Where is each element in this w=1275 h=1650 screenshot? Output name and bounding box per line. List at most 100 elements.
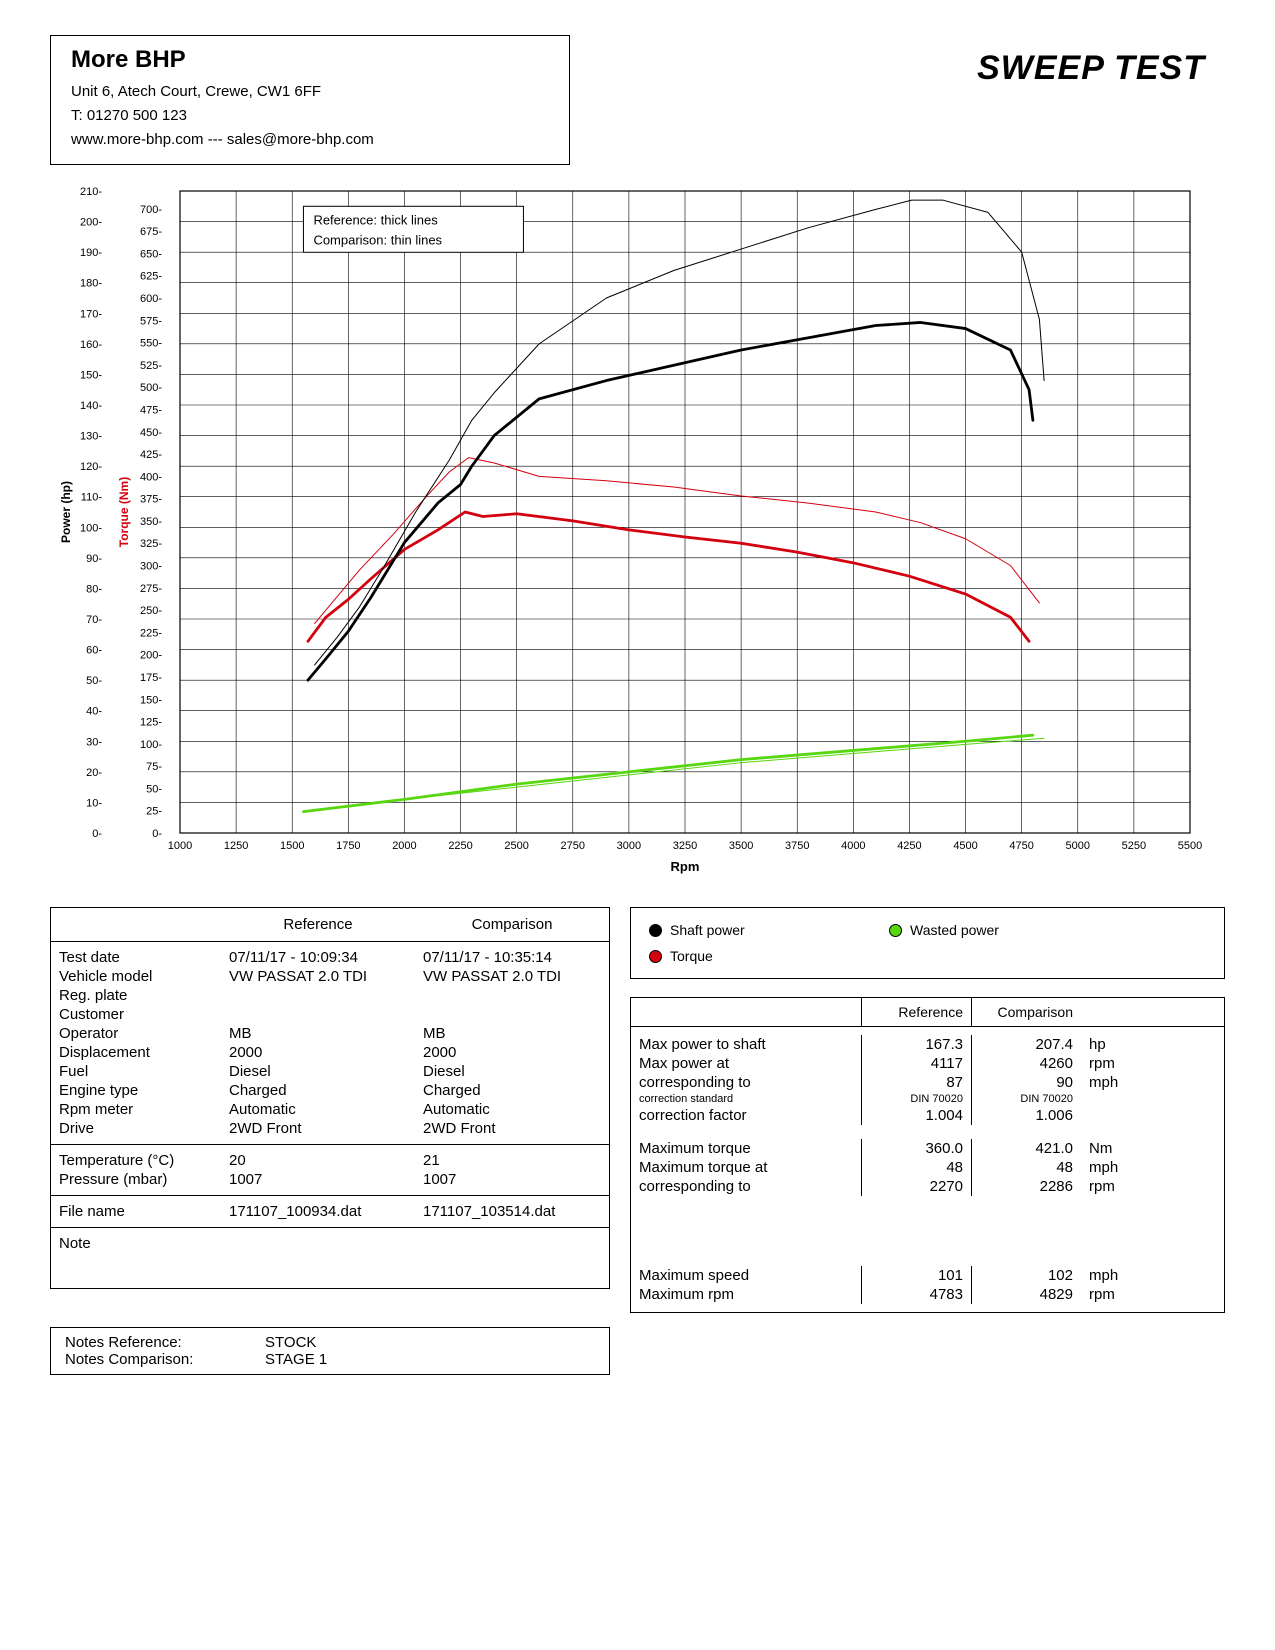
col-comparison: Comparison [971, 998, 1081, 1026]
table-row: Maximum torque360.0421.0Nm [631, 1139, 1224, 1158]
svg-text:475-: 475- [140, 404, 162, 416]
legend-label: Wasted power [910, 922, 999, 938]
svg-text:4000: 4000 [841, 840, 865, 852]
table-row: corresponding to22702286rpm [631, 1177, 1224, 1196]
svg-text:450-: 450- [140, 427, 162, 439]
title-box: SWEEP TEST [977, 35, 1225, 88]
table-row: Customer [51, 1005, 609, 1024]
company-box: More BHP Unit 6, Atech Court, Crewe, CW1… [50, 35, 570, 165]
svg-text:0-: 0- [92, 828, 102, 840]
svg-text:5250: 5250 [1122, 840, 1146, 852]
svg-text:Rpm: Rpm [671, 859, 700, 874]
svg-text:3000: 3000 [617, 840, 641, 852]
svg-text:3500: 3500 [729, 840, 753, 852]
table-row: Maximum torque at4848mph [631, 1158, 1224, 1177]
svg-text:75-: 75- [146, 761, 162, 773]
svg-text:1500: 1500 [280, 840, 304, 852]
svg-text:2250: 2250 [448, 840, 472, 852]
table-row: Note [51, 1234, 609, 1253]
svg-text:4250: 4250 [897, 840, 921, 852]
svg-text:0-: 0- [152, 828, 162, 840]
svg-text:30-: 30- [86, 736, 102, 748]
svg-text:50-: 50- [86, 675, 102, 687]
legend-shaft-power: Shaft power [649, 922, 849, 938]
table-row: Test date07/11/17 - 10:09:3407/11/17 - 1… [51, 948, 609, 967]
svg-text:4750: 4750 [1009, 840, 1033, 852]
col-reference: Reference [221, 908, 415, 941]
svg-text:250-: 250- [140, 605, 162, 617]
table-row: Max power at41174260rpm [631, 1054, 1224, 1073]
table-row: Maximum speed101102mph [631, 1266, 1224, 1285]
svg-text:20-: 20- [86, 767, 102, 779]
notes-ref-label: Notes Reference: [65, 1334, 265, 1351]
section-vehicle: Test date07/11/17 - 10:09:3407/11/17 - 1… [51, 942, 609, 1145]
svg-text:325-: 325- [140, 538, 162, 550]
table-row: correction standardDIN 70020DIN 70020 [631, 1092, 1224, 1106]
table-row: Maximum rpm47834829rpm [631, 1285, 1224, 1304]
svg-text:125-: 125- [140, 717, 162, 729]
vehicle-info-table: Reference Comparison Test date07/11/17 -… [50, 907, 610, 1289]
svg-text:375-: 375- [140, 494, 162, 506]
svg-text:200-: 200- [140, 650, 162, 662]
legend-torque: Torque [649, 948, 849, 964]
dot-icon [649, 924, 662, 937]
svg-text:150-: 150- [80, 369, 102, 381]
table-row: correction factor1.0041.006 [631, 1106, 1224, 1125]
svg-text:3250: 3250 [673, 840, 697, 852]
right-column: Shaft power Wasted power Torque Referenc… [630, 907, 1225, 1313]
svg-text:625-: 625- [140, 271, 162, 283]
notes-ref-value: STOCK [265, 1334, 316, 1351]
svg-text:1250: 1250 [224, 840, 248, 852]
svg-text:210-: 210- [80, 186, 102, 198]
svg-text:Torque (Nm): Torque (Nm) [117, 477, 131, 547]
svg-text:200-: 200- [80, 217, 102, 229]
svg-text:650-: 650- [140, 248, 162, 260]
svg-text:110-: 110- [81, 492, 103, 504]
svg-text:600-: 600- [140, 293, 162, 305]
notes-cmp: Notes Comparison: STAGE 1 [65, 1351, 595, 1368]
svg-text:10-: 10- [86, 797, 102, 809]
table-row: File name171107_100934.dat171107_103514.… [51, 1202, 609, 1221]
table-row: Displacement20002000 [51, 1043, 609, 1062]
svg-text:150-: 150- [140, 694, 162, 706]
svg-text:350-: 350- [140, 516, 162, 528]
svg-text:90-: 90- [86, 553, 102, 565]
svg-text:550-: 550- [140, 338, 162, 350]
company-web: www.more-bhp.com --- sales@more-bhp.com [71, 128, 549, 152]
table-row: corresponding to8790mph [631, 1073, 1224, 1092]
legend-wasted-power: Wasted power [889, 922, 1089, 938]
svg-text:70-: 70- [86, 614, 102, 626]
table-row: Temperature (°C)2021 [51, 1151, 609, 1170]
legend-box: Shaft power Wasted power Torque [630, 907, 1225, 979]
svg-text:425-: 425- [140, 449, 162, 461]
legend-label: Torque [670, 948, 713, 964]
table-row: Reg. plate [51, 986, 609, 1005]
chart-svg: 1000125015001750200022502500275030003250… [50, 173, 1210, 893]
svg-text:5000: 5000 [1066, 840, 1090, 852]
notes-box: Notes Reference: STOCK Notes Comparison:… [50, 1327, 610, 1375]
svg-text:700-: 700- [140, 204, 162, 216]
table-row: Drive2WD Front2WD Front [51, 1119, 609, 1138]
svg-text:130-: 130- [80, 431, 102, 443]
company-address: Unit 6, Atech Court, Crewe, CW1 6FF [71, 80, 549, 104]
svg-text:400-: 400- [140, 471, 162, 483]
col-comparison: Comparison [415, 908, 609, 941]
svg-text:60-: 60- [86, 645, 102, 657]
svg-text:50-: 50- [146, 783, 162, 795]
svg-text:40-: 40- [86, 706, 102, 718]
section-filename: File name171107_100934.dat171107_103514.… [51, 1196, 609, 1228]
svg-text:225-: 225- [140, 627, 162, 639]
svg-text:3750: 3750 [785, 840, 809, 852]
page: More BHP Unit 6, Atech Court, Crewe, CW1… [0, 0, 1275, 1650]
svg-text:Comparison: thin lines: Comparison: thin lines [313, 232, 442, 247]
svg-text:180-: 180- [80, 278, 102, 290]
svg-text:140-: 140- [80, 400, 102, 412]
dot-icon [889, 924, 902, 937]
svg-text:100-: 100- [140, 739, 162, 751]
table-row: Pressure (mbar)10071007 [51, 1170, 609, 1189]
svg-text:190-: 190- [80, 247, 102, 259]
table-header: Reference Comparison [51, 908, 609, 942]
svg-text:1000: 1000 [168, 840, 192, 852]
svg-text:160-: 160- [80, 339, 102, 351]
company-phone: T: 01270 500 123 [71, 104, 549, 128]
